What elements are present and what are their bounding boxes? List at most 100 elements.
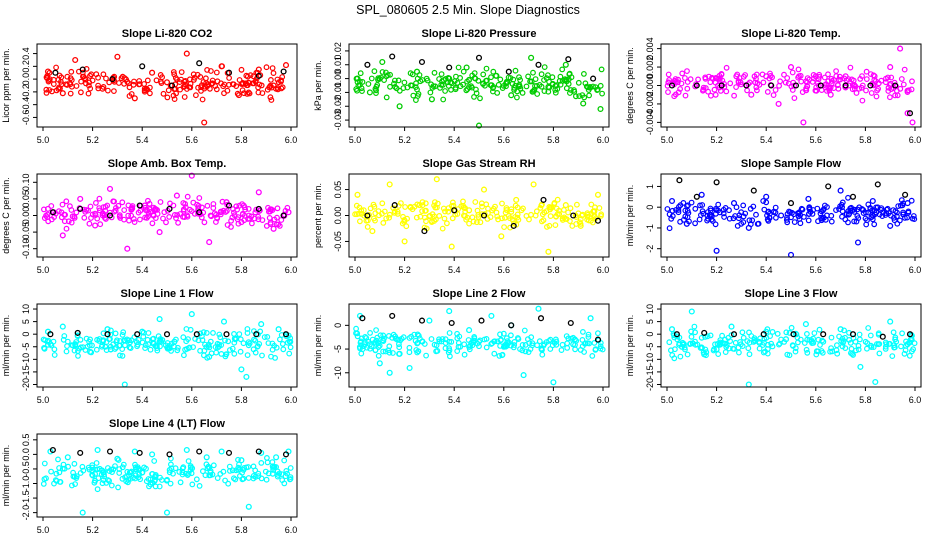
scatter-point — [428, 96, 435, 103]
scatter-point — [93, 71, 100, 78]
scatter-point — [63, 198, 70, 205]
scatter-point — [214, 344, 221, 351]
scatter-point — [275, 79, 282, 86]
scatter-point — [153, 77, 160, 84]
reference-point — [567, 319, 574, 327]
scatter-point — [446, 308, 453, 315]
scatter-point — [466, 327, 473, 334]
scatter-point — [438, 71, 445, 77]
scatter-point — [899, 330, 905, 337]
scatter-point — [391, 209, 398, 216]
scatter-point — [863, 87, 869, 94]
scatter-point — [817, 342, 823, 348]
scatter-point — [553, 336, 559, 343]
scatter-point — [874, 87, 880, 94]
scatter-point — [666, 76, 672, 83]
scatter-point — [250, 463, 257, 470]
scatter-point — [147, 481, 154, 488]
scatter-point — [461, 341, 468, 348]
scatter-point — [127, 345, 134, 352]
scatter-point — [172, 465, 179, 472]
scatter-point — [217, 471, 224, 477]
scatter-point — [219, 198, 226, 205]
y-tick-label: 10 — [645, 304, 655, 314]
reference-point — [364, 61, 371, 68]
scatter-point — [714, 341, 721, 347]
scatter-point — [165, 87, 172, 94]
scatter-point — [258, 460, 265, 466]
scatter-point — [837, 326, 844, 333]
scatter-point — [540, 217, 547, 224]
scatter-point — [429, 218, 435, 225]
scatter-point — [707, 332, 714, 339]
scatter-point — [204, 66, 211, 73]
scatter-point — [865, 325, 872, 331]
scatter-point — [548, 205, 555, 211]
x-tick-label: 5.2 — [710, 395, 723, 405]
y-tick-label: 0.05 — [21, 190, 31, 208]
reference-point — [166, 451, 173, 458]
reference-point — [849, 331, 857, 338]
x-tick-label: 6.0 — [285, 525, 298, 535]
scatter-point — [202, 75, 209, 82]
scatter-point — [381, 208, 388, 215]
scatter-point — [904, 214, 910, 221]
reference-point — [906, 110, 914, 117]
y-tick-label: 10 — [21, 304, 31, 314]
scatter-point — [359, 88, 365, 94]
scatter-point — [520, 372, 527, 379]
scatter-point — [496, 353, 503, 359]
scatter-point — [519, 89, 526, 96]
reference-point — [282, 451, 290, 458]
scatter-point — [763, 73, 770, 80]
scatter-point — [287, 344, 294, 351]
scatter-point — [715, 201, 722, 208]
scatter-point — [582, 80, 589, 87]
reference-point — [389, 53, 396, 60]
scatter-point — [48, 342, 55, 349]
scatter-point — [678, 343, 685, 350]
y-tick-label: 0.00 — [21, 207, 31, 225]
scatter-point — [781, 71, 787, 78]
scatter-point — [841, 327, 847, 334]
scatter-point — [174, 212, 181, 218]
scatter-point — [170, 202, 177, 209]
data-series — [47, 446, 292, 516]
chart-title: Slope Amb. Box Temp. — [108, 158, 227, 170]
scatter-point — [816, 326, 823, 333]
scatter-point — [274, 214, 280, 221]
reference-point — [760, 331, 767, 338]
scatter-point — [179, 465, 186, 472]
reference-point — [255, 205, 262, 212]
reference-series — [364, 196, 602, 235]
scatter-point — [552, 222, 559, 229]
scatter-point — [519, 347, 526, 354]
y-axis-label: degrees C per min. — [1, 177, 11, 254]
x-tick-label: 5.8 — [859, 265, 872, 275]
scatter-point — [483, 344, 490, 351]
scatter-point — [386, 181, 393, 188]
scatter-point — [565, 209, 571, 216]
scatter-point — [595, 330, 601, 337]
y-tick-label: -5 — [21, 343, 31, 351]
scatter-point — [201, 219, 208, 226]
scatter-point — [143, 465, 149, 472]
scatter-point — [487, 214, 494, 221]
chart-title: Slope Line 2 Flow — [433, 288, 526, 300]
scatter-point — [858, 84, 865, 91]
scatter-point — [419, 202, 426, 209]
scatter-point — [828, 212, 835, 219]
chart-title: Slope Li-820 Temp. — [741, 28, 840, 40]
scatter-point — [43, 475, 49, 482]
scatter-point — [286, 350, 293, 357]
scatter-point — [509, 80, 516, 87]
scatter-point — [421, 224, 428, 231]
x-tick-label: 5.4 — [448, 395, 461, 405]
scatter-point — [904, 89, 911, 95]
scatter-point — [692, 205, 699, 212]
chart-title: Slope Li-820 Pressure — [422, 28, 537, 40]
scatter-point — [454, 79, 461, 86]
scatter-point — [276, 470, 283, 477]
scatter-point — [245, 339, 252, 346]
scatter-point — [851, 218, 857, 225]
